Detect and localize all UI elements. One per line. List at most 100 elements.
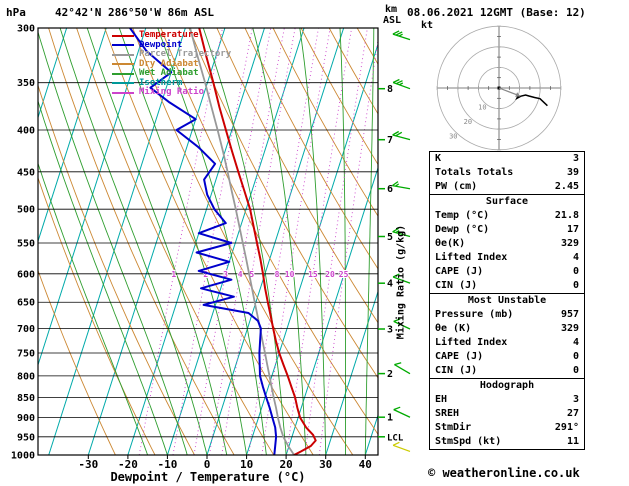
- chart-legend: Temperature Dewpoint Parcel Trajectory Dry …: [112, 30, 231, 98]
- stat-label: CIN (J): [435, 365, 478, 376]
- stat-label: Pressure (mb): [435, 309, 514, 320]
- mixing-ratio-line: [248, 28, 319, 455]
- x-tick-label: 40: [359, 458, 372, 471]
- wet-adiabat-line: [364, 28, 375, 455]
- pressure-tick-label: 350: [17, 78, 35, 89]
- mixing-ratio-value-labels: 1 2 3 4 5 8 10 15 20 25: [170, 269, 349, 280]
- legend-item-parcel-trajectory: Parcel Trajectory: [112, 49, 231, 60]
- stat-row: CAPE (J) 0: [430, 350, 584, 364]
- mixing-ratio-value-label: 5: [249, 270, 254, 279]
- mixing-ratio-line: [261, 28, 331, 455]
- isotherm-line: [325, 289, 378, 455]
- mixing-ratio-line: [193, 28, 272, 455]
- stat-row: StmSpd (kt) 11: [430, 435, 584, 449]
- parcel-trajectory-curve: [189, 28, 295, 455]
- pressure-tick-label: 800: [17, 371, 35, 382]
- stat-row: Dewp (°C) 17: [430, 223, 584, 237]
- mixing-ratio-value-label: 3: [223, 270, 228, 279]
- wind-barb: [393, 406, 411, 418]
- legend-label: Isotherm: [139, 77, 183, 88]
- isotherm-line: [87, 28, 226, 455]
- x-tick-label: 30: [319, 458, 332, 471]
- stat-label: PW (cm): [435, 181, 478, 192]
- mixing-ratio-value-label: 10: [285, 270, 295, 279]
- isotherm-line: [246, 42, 378, 455]
- stat-row: Pressure (mb) 957: [430, 308, 584, 322]
- datetime-title: 08.06.2021 12GMT (Base: 12): [407, 6, 586, 19]
- km-tick-label: 8: [387, 84, 393, 95]
- hodograph-plot: 10 20 30: [436, 25, 562, 151]
- panel-section-header: Most Unstable: [467, 295, 547, 306]
- isotherm-line: [48, 28, 186, 455]
- stat-label: Dewp (°C): [435, 224, 490, 235]
- height-axis-unit-km: km: [385, 4, 398, 15]
- mixing-ratio-value-label: 25: [339, 270, 349, 279]
- plot-border: [37, 27, 379, 456]
- stat-value: 4: [572, 252, 579, 263]
- height-axis-unit-asl: ASL: [383, 15, 402, 26]
- x-tick-label: -10: [157, 458, 177, 471]
- stat-row: CIN (J) 0: [430, 364, 584, 378]
- stat-row: SREH 27: [430, 407, 584, 421]
- temperature-curve: [198, 28, 317, 455]
- pressure-axis-unit-label: hPa: [6, 6, 26, 19]
- stat-label: Lifted Index: [435, 252, 508, 263]
- legend-swatch-line: [112, 44, 134, 47]
- stat-label: θe (K): [435, 323, 472, 334]
- mixing-ratio-value-label: 20: [325, 270, 335, 279]
- km-tick-label: 1: [387, 413, 393, 424]
- legend-label: Wet Adiabat: [139, 68, 199, 78]
- stat-value: 39: [566, 167, 579, 178]
- x-tick-label: -20: [118, 458, 138, 471]
- hodograph-ring: [477, 67, 520, 110]
- legend-swatch-line: [112, 34, 134, 37]
- mixing-ratio-line: [318, 37, 378, 455]
- mixing-ratio-line: [172, 28, 253, 455]
- stat-row: Totals Totals 39: [430, 166, 584, 180]
- stat-row: Lifted Index 4: [430, 251, 584, 265]
- mixing-ratio-value-label: 4: [238, 270, 243, 279]
- isotherm-line: [38, 28, 68, 120]
- dry-adiabat-line: [244, 28, 378, 270]
- legend-item-mixing-ratio: Mixing Ratio: [112, 87, 231, 98]
- stat-value: 21.8: [554, 210, 579, 221]
- pressure-tick-label: 550: [17, 239, 35, 250]
- stat-value: 3: [572, 394, 579, 405]
- stat-row: θe (K) 329: [430, 322, 584, 336]
- wind-barb: [393, 318, 411, 330]
- stat-value: 2.45: [554, 181, 579, 192]
- pressure-tick-label: 950: [17, 432, 35, 443]
- isotherm-line: [166, 28, 305, 455]
- x-axis-label: Dewpoint / Temperature (°C): [110, 470, 306, 484]
- wet-adiabat-line: [299, 28, 327, 455]
- stat-label: CAPE (J): [435, 266, 484, 277]
- panel-section-surface: Surface Temp (°C) 21.8 Dewp (°C) 17 θe(K) 329 L…: [429, 194, 585, 294]
- mixing-ratio-line: [221, 28, 296, 455]
- mixing-ratio-line: [304, 28, 368, 455]
- wind-barb: [392, 130, 411, 141]
- isotherm-line: [285, 166, 378, 455]
- wind-barb: [392, 78, 411, 90]
- stat-label: Lifted Index: [435, 337, 508, 348]
- panel-section-header: Hodograph: [479, 380, 535, 391]
- pressure-tick-label: 450: [17, 167, 35, 178]
- stat-value: 329: [560, 238, 579, 249]
- pressure-tick-label: 500: [17, 205, 35, 216]
- legend-item-wet-adiabat: Wet Adiabat: [112, 68, 231, 79]
- legend-label: Mixing Ratio: [139, 87, 205, 97]
- dry-adiabat-line: [300, 28, 378, 166]
- stat-label: Totals Totals: [435, 167, 514, 178]
- stat-label: Temp (°C): [435, 210, 490, 221]
- legend-label: Dry Adiabat: [139, 58, 199, 69]
- legend-swatch-line: [112, 53, 134, 56]
- wind-barb-column: [391, 30, 411, 453]
- wind-barb: [392, 441, 411, 453]
- wind-barb: [392, 227, 411, 238]
- stat-label: K: [435, 153, 442, 164]
- wind-barb: [392, 30, 411, 41]
- panel-section-header: Surface: [485, 196, 529, 207]
- stat-label: StmSpd (kt): [435, 436, 502, 447]
- pressure-tick-label: 300: [17, 24, 35, 35]
- sounding-curves: [129, 28, 317, 455]
